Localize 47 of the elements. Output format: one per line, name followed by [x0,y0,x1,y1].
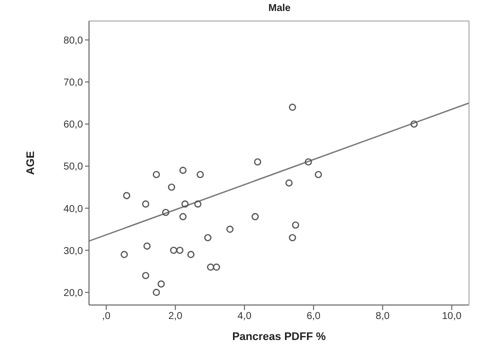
point [292,221,300,229]
y-tick-label: 80,0 [64,35,84,46]
x-axis-title: Pancreas PDFF % [232,331,326,343]
chart-title: Male [267,3,292,14]
point [158,280,165,288]
point [176,246,184,254]
x-tick-label: 6,0 [306,311,321,322]
y-tick-label: 20,0 [64,288,84,299]
y-axis-title: AGE [24,151,37,175]
y-tick-label: 70,0 [64,78,84,89]
point [252,213,259,220]
point [304,158,312,166]
point [152,170,160,178]
x-tick-label: 8,0 [376,311,390,322]
x-tick-label: ,0 [102,311,111,322]
point [120,250,128,258]
point [288,104,296,111]
y-tick-label: 60,0 [64,120,84,131]
y-tick-label: 50,0 [64,162,84,173]
point [170,246,178,254]
point [254,158,262,166]
point [207,264,214,271]
y-tick-label: 40,0 [64,204,84,215]
x-tick-label: 4,0 [238,311,252,322]
point [143,242,151,250]
point [285,179,293,187]
point [181,200,189,208]
point [204,234,212,242]
point [162,208,170,216]
x-tick-label: 10,0 [442,311,462,322]
point [142,272,150,280]
point [226,226,234,233]
point [168,184,176,191]
point [314,170,322,178]
point [142,200,150,208]
point [196,170,204,178]
point [212,264,220,271]
x-tick-label: 2,0 [168,311,183,322]
y-tick-label: 30,0 [64,246,84,257]
point [194,200,202,208]
point [179,166,187,174]
point [288,234,296,242]
point [123,192,130,200]
point [152,288,160,296]
point [187,250,195,258]
point [410,120,418,128]
point [179,213,187,220]
